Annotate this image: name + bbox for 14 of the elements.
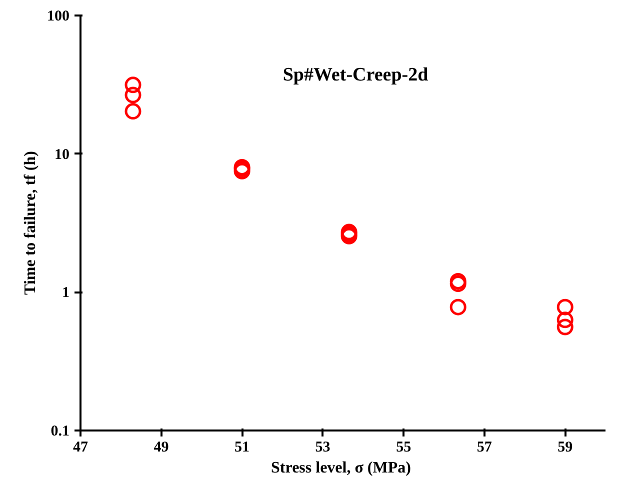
text: Sp#Wet-Creep-2d (282, 64, 429, 86)
x-axis-title: Stress level, σ (MPa) (271, 460, 411, 476)
y-tick-label: 0.1 (50, 424, 70, 440)
y-tick-label: 10 (54, 146, 70, 163)
x-tick-label: 57 (476, 440, 492, 456)
y-tick-label: 100 (47, 8, 70, 24)
y-tick-label: 1 (62, 285, 70, 302)
x-tick-label: 59 (558, 440, 573, 456)
x-tick-label: 55 (396, 440, 412, 456)
x-tick-label: 47 (73, 440, 88, 456)
x-tick-label: 51 (234, 440, 250, 456)
x-tick-label: 53 (315, 440, 330, 456)
x-tick-label: 49 (154, 440, 169, 456)
y-axis-title: Time to failure, tf (h) (22, 151, 39, 295)
